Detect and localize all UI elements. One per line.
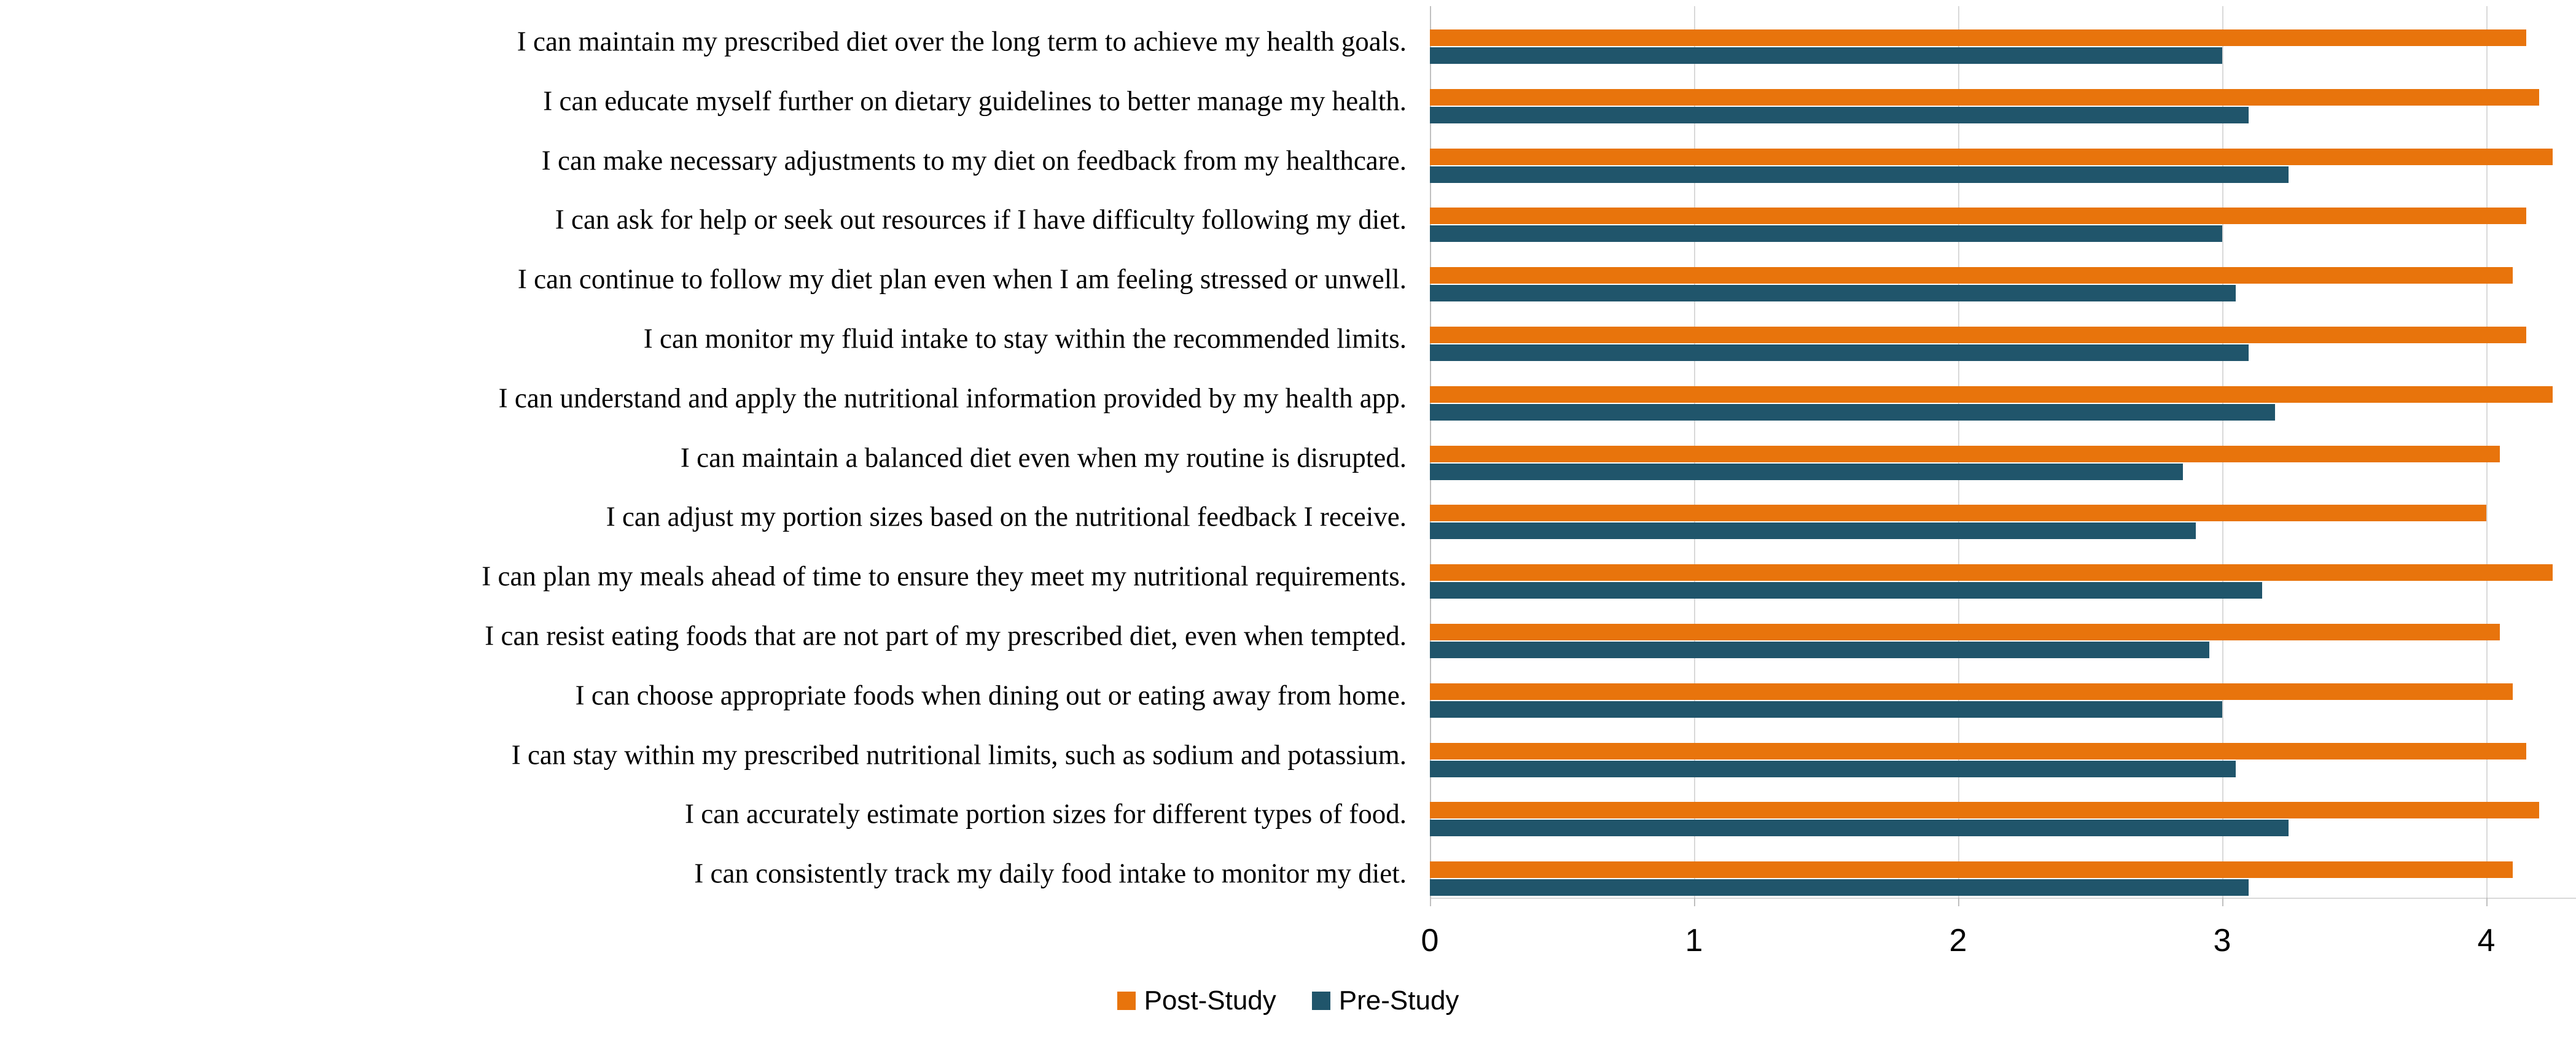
x-tick-label-1: 1	[1685, 923, 1703, 958]
bar-pre-study-14	[1430, 879, 2249, 896]
bar-post-study-12	[1430, 742, 2526, 759]
bar-pre-study-9	[1430, 582, 2262, 599]
bar-pre-study-2	[1430, 166, 2289, 183]
category-label-2: I can make necessary adjustments to my d…	[541, 145, 1407, 176]
legend-label-pre-study: Pre-Study	[1338, 985, 1459, 1016]
x-tick-label-0: 0	[1421, 923, 1439, 958]
category-label-6: I can understand and apply the nutrition…	[498, 383, 1407, 414]
bar-post-study-13	[1430, 802, 2539, 819]
x-tick-mark-2	[1958, 898, 1959, 906]
bar-pre-study-4	[1430, 285, 2236, 302]
x-tick-label-4: 4	[2477, 923, 2496, 958]
bar-post-study-3	[1430, 208, 2526, 225]
category-label-1: I can educate myself further on dietary …	[543, 85, 1407, 117]
bar-post-study-0	[1430, 29, 2526, 46]
category-label-4: I can continue to follow my diet plan ev…	[517, 263, 1407, 295]
legend-label-post-study: Post-Study	[1144, 985, 1276, 1016]
bar-post-study-10	[1430, 624, 2500, 640]
legend-swatch-icon-pre-study	[1311, 992, 1330, 1010]
category-label-12: I can stay within my prescribed nutritio…	[511, 739, 1407, 771]
category-label-8: I can adjust my portion sizes based on t…	[606, 501, 1407, 532]
bar-post-study-14	[1430, 861, 2513, 879]
x-tick-label-2: 2	[1949, 923, 1967, 958]
category-label-0: I can maintain my prescribed diet over t…	[517, 26, 1407, 57]
bar-post-study-11	[1430, 683, 2513, 700]
bar-pre-study-5	[1430, 344, 2249, 361]
legend-item-pre-study: Pre-Study	[1311, 985, 1459, 1016]
bar-post-study-2	[1430, 148, 2553, 165]
category-label-11: I can choose appropriate foods when dini…	[575, 680, 1407, 711]
x-axis-line	[1430, 898, 2576, 899]
x-tick-mark-4	[2486, 898, 2488, 906]
bar-post-study-9	[1430, 564, 2553, 581]
bar-pre-study-3	[1430, 225, 2222, 243]
bar-pre-study-12	[1430, 760, 2236, 777]
bar-pre-study-6	[1430, 403, 2275, 421]
bar-post-study-6	[1430, 386, 2553, 403]
bar-post-study-7	[1430, 445, 2500, 462]
x-tick-mark-0	[1430, 898, 1431, 906]
legend: Post-Study Pre-Study	[0, 987, 2576, 1014]
bar-post-study-8	[1430, 505, 2486, 522]
category-label-5: I can monitor my fluid intake to stay wi…	[643, 323, 1407, 354]
x-tick-mark-3	[2222, 898, 2223, 906]
bar-pre-study-8	[1430, 522, 2196, 540]
x-tick-label-3: 3	[2213, 923, 2231, 958]
category-label-13: I can accurately estimate portion sizes …	[685, 798, 1407, 829]
category-label-9: I can plan my meals ahead of time to ens…	[482, 561, 1407, 592]
bar-pre-study-7	[1430, 463, 2183, 480]
category-label-10: I can resist eating foods that are not p…	[485, 620, 1407, 651]
bar-post-study-1	[1430, 88, 2539, 106]
bar-pre-study-10	[1430, 642, 2209, 658]
bar-pre-study-0	[1430, 47, 2222, 64]
bar-post-study-4	[1430, 267, 2513, 284]
bar-pre-study-13	[1430, 820, 2289, 837]
bar-pre-study-11	[1430, 701, 2222, 718]
category-label-14: I can consistently track my daily food i…	[694, 858, 1407, 889]
legend-swatch-icon-post-study	[1117, 992, 1136, 1010]
category-label-3: I can ask for help or seek out resources…	[555, 204, 1407, 235]
bar-post-study-5	[1430, 327, 2526, 343]
category-label-7: I can maintain a balanced diet even when…	[680, 442, 1407, 473]
legend-item-post-study: Post-Study	[1117, 987, 1276, 1014]
x-tick-mark-1	[1694, 898, 1695, 906]
bar-pre-study-1	[1430, 106, 2249, 123]
